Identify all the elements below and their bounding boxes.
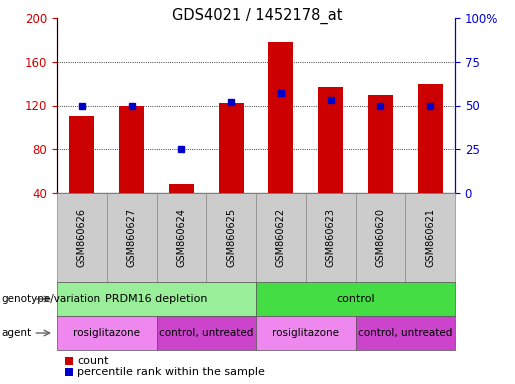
Text: GSM860625: GSM860625	[226, 208, 236, 267]
Text: count: count	[77, 356, 109, 366]
Bar	[219, 103, 244, 193]
Text: GDS4021 / 1452178_at: GDS4021 / 1452178_at	[172, 8, 343, 24]
Text: GSM860624: GSM860624	[176, 208, 186, 267]
Text: agent: agent	[1, 328, 31, 338]
Text: PRDM16 depletion: PRDM16 depletion	[105, 294, 208, 304]
Text: percentile rank within the sample: percentile rank within the sample	[77, 367, 265, 377]
Text: control, untreated: control, untreated	[358, 328, 453, 338]
Bar	[70, 116, 94, 193]
Bar	[169, 184, 194, 193]
Text: control: control	[336, 294, 375, 304]
Bar	[368, 94, 393, 193]
Bar	[119, 106, 144, 193]
Text: control, untreated: control, untreated	[159, 328, 253, 338]
Bar	[418, 84, 442, 193]
Text: GSM860622: GSM860622	[276, 208, 286, 267]
Text: GSM860623: GSM860623	[325, 208, 336, 267]
Text: GSM860626: GSM860626	[77, 208, 87, 267]
Bar	[268, 42, 294, 193]
Text: GSM860627: GSM860627	[127, 208, 136, 267]
Text: GSM860621: GSM860621	[425, 208, 435, 267]
Text: rosiglitazone: rosiglitazone	[272, 328, 339, 338]
Text: rosiglitazone: rosiglitazone	[73, 328, 140, 338]
Bar	[318, 87, 343, 193]
Text: genotype/variation: genotype/variation	[1, 294, 100, 304]
Text: GSM860620: GSM860620	[375, 208, 385, 267]
